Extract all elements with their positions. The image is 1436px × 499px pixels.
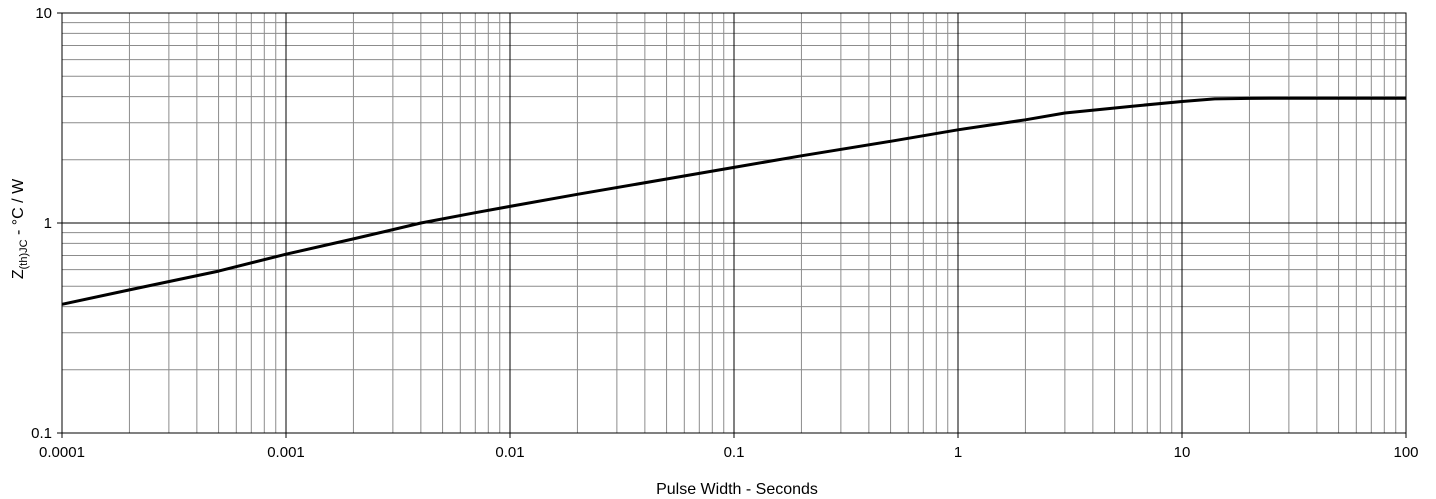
- y-axis-label-subscript: (th)JC: [18, 239, 30, 269]
- x-tick-labels: 0.0001 0.001 0.01 0.1 1 10 100: [39, 444, 1418, 461]
- y-axis-label-unit: - °C / W: [10, 178, 27, 240]
- x-tick-label: 0.01: [495, 444, 524, 461]
- x-tick-label: 10: [1174, 444, 1191, 461]
- y-tick-labels: 0.1 1 10: [31, 5, 52, 442]
- x-tick-label: 100: [1393, 444, 1418, 461]
- x-tick-label: 1: [954, 444, 962, 461]
- curve-layer: [61, 96, 1406, 306]
- y-axis-label: Z(th)JC - °C / W: [10, 178, 30, 279]
- y-tick-label: 1: [44, 215, 52, 232]
- x-tick-label: 0.001: [267, 444, 305, 461]
- x-tick-label: 0.1: [724, 444, 745, 461]
- x-axis-label: Pulse Width - Seconds: [656, 481, 818, 498]
- grid-layer: [57, 12, 1407, 438]
- x-tick-label: 0.0001: [39, 444, 85, 461]
- y-tick-label: 10: [35, 5, 52, 22]
- zth-curve: [61, 96, 1406, 306]
- y-tick-label: 0.1: [31, 425, 52, 442]
